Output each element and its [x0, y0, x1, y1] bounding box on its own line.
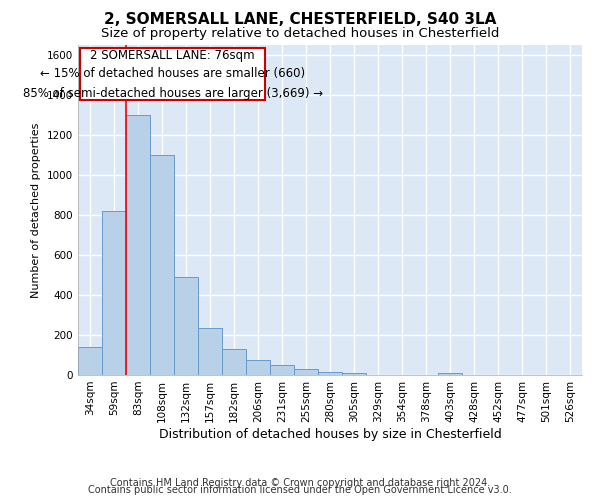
Bar [198, 328, 222, 375]
Text: Size of property relative to detached houses in Chesterfield: Size of property relative to detached ho… [101, 28, 499, 40]
Bar [270, 365, 294, 375]
Bar [78, 347, 102, 375]
X-axis label: Distribution of detached houses by size in Chesterfield: Distribution of detached houses by size … [158, 428, 502, 440]
Bar [80, 48, 265, 100]
Text: Contains HM Land Registry data © Crown copyright and database right 2024.: Contains HM Land Registry data © Crown c… [110, 478, 490, 488]
Bar [126, 115, 150, 375]
Text: Contains public sector information licensed under the Open Government Licence v3: Contains public sector information licen… [88, 485, 512, 495]
Bar [294, 369, 318, 375]
Bar [222, 349, 246, 375]
Bar [174, 277, 198, 375]
Text: 2 SOMERSALL LANE: 76sqm
← 15% of detached houses are smaller (660)
85% of semi-d: 2 SOMERSALL LANE: 76sqm ← 15% of detache… [23, 48, 323, 100]
Bar [318, 372, 342, 375]
Y-axis label: Number of detached properties: Number of detached properties [31, 122, 41, 298]
Bar [102, 211, 126, 375]
Text: 2, SOMERSALL LANE, CHESTERFIELD, S40 3LA: 2, SOMERSALL LANE, CHESTERFIELD, S40 3LA [104, 12, 496, 28]
Bar [246, 360, 270, 375]
Bar [342, 373, 366, 375]
Bar [150, 155, 174, 375]
Bar [438, 373, 462, 375]
